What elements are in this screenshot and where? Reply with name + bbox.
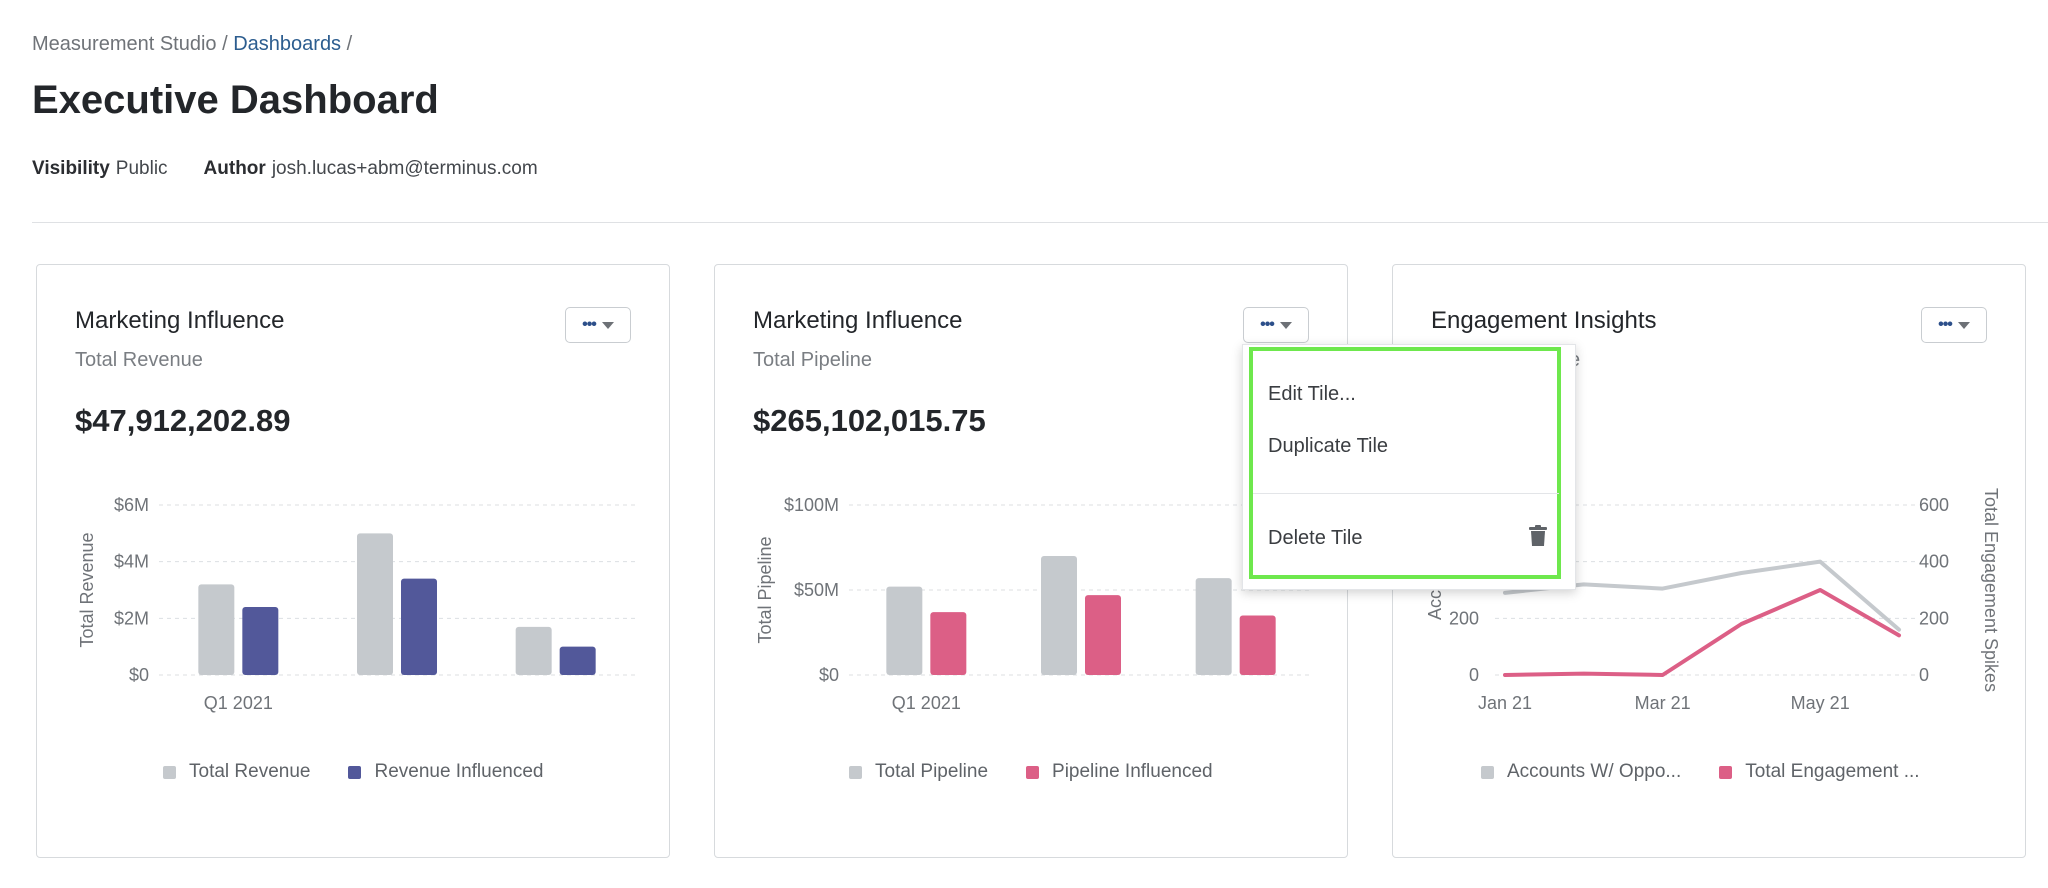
bar — [559, 646, 596, 675]
caret-down-icon — [1279, 321, 1292, 329]
bar — [1041, 556, 1077, 675]
menu-item-edit-tile[interactable]: Edit Tile... — [1268, 383, 1356, 405]
y-tick-label: $4M — [114, 552, 149, 572]
y2-tick-label: 400 — [1919, 552, 1949, 572]
legend-label: Total Engagement ... — [1745, 761, 1920, 782]
series-line — [1503, 588, 1901, 677]
y-tick-label: $0 — [819, 665, 839, 685]
legend-label: Revenue Influenced — [374, 761, 544, 782]
y-tick-label: $2M — [114, 608, 149, 628]
tile-menu-dropdown: Edit Tile... Duplicate Tile Delete Tile — [1242, 344, 1576, 590]
bar — [515, 626, 552, 675]
legend-label: Pipeline Influenced — [1052, 761, 1213, 782]
y-tick-label: $0 — [129, 665, 149, 685]
bar — [1195, 578, 1232, 675]
bar — [1239, 615, 1276, 675]
y-axis-label: Total Revenue — [77, 532, 97, 647]
bar — [357, 533, 393, 675]
y-tick-label: 200 — [1449, 608, 1479, 628]
menu-item-delete-tile[interactable]: Delete Tile — [1268, 527, 1363, 549]
bar — [198, 584, 235, 675]
x-tick-label: May 21 — [1791, 693, 1850, 713]
legend-item[interactable]: Total Pipeline — [849, 761, 988, 783]
breadcrumb-separator: / — [216, 33, 234, 55]
menu-divider — [1253, 493, 1559, 494]
x-tick-label: Mar 21 — [1635, 693, 1691, 713]
legend-label: Total Revenue — [189, 761, 311, 782]
y2-tick-label: 200 — [1919, 608, 1949, 628]
legend-label: Accounts W/ Oppo... — [1507, 761, 1682, 782]
tile-metric-value: $47,912,202.89 — [75, 403, 291, 438]
author-value: josh.lucas+abm@terminus.com — [271, 158, 538, 179]
trash-icon[interactable] — [1529, 525, 1547, 547]
x-tick-label: Jan 21 — [1478, 693, 1532, 713]
legend-item[interactable]: Pipeline Influenced — [1026, 761, 1213, 783]
legend-swatch — [163, 765, 176, 779]
breadcrumb-separator: / — [341, 33, 353, 55]
legend-swatch — [849, 765, 862, 779]
header-divider — [32, 222, 2048, 223]
breadcrumb-root: Measurement Studio — [32, 33, 217, 55]
bar — [401, 578, 437, 675]
page-title: Executive Dashboard — [32, 78, 439, 122]
legend-item[interactable]: Total Revenue — [163, 761, 310, 783]
tile-metric-value: $265,102,015.75 — [753, 403, 986, 438]
visibility-value: Public — [115, 158, 168, 179]
author-label: Author — [203, 158, 266, 179]
y2-axis-label: Total Engagement Spikes — [1981, 488, 2001, 692]
tile-menu-button[interactable]: ••• — [1921, 307, 1987, 343]
chart-legend: Total Revenue Revenue Influenced — [163, 761, 543, 783]
chart-legend: Accounts W/ Oppo... Total Engagement ... — [1481, 761, 1920, 783]
y2-tick-label: 600 — [1919, 495, 1949, 515]
x-tick-label: Q1 2021 — [892, 693, 961, 713]
legend-label: Total Pipeline — [875, 761, 989, 782]
chart-legend: Total Pipeline Pipeline Influenced — [849, 761, 1213, 783]
visibility-label: Visibility — [32, 158, 110, 179]
y-tick-label: $50M — [794, 580, 839, 600]
y-tick-label: 0 — [1469, 665, 1479, 685]
highlight-frame — [1249, 347, 1561, 579]
y2-tick-label: 0 — [1919, 665, 1929, 685]
menu-item-duplicate-tile[interactable]: Duplicate Tile — [1268, 435, 1389, 457]
y-tick-label: $6M — [114, 495, 149, 515]
tile-subtitle: Total Pipeline — [753, 349, 872, 371]
bar — [1085, 595, 1121, 675]
breadcrumb: Measurement Studio / Dashboards / — [32, 33, 352, 56]
legend-item[interactable]: Revenue Influenced — [348, 761, 543, 783]
tile-title: Marketing Influence — [75, 307, 285, 334]
bar — [886, 586, 923, 675]
tile-menu-button[interactable]: ••• — [1243, 307, 1309, 343]
caret-down-icon — [1957, 321, 1970, 329]
caret-down-icon — [601, 321, 614, 329]
x-tick-label: Q1 2021 — [204, 693, 273, 713]
legend-swatch — [1481, 765, 1494, 779]
legend-swatch — [1719, 765, 1733, 779]
revenue-bar-chart: $0 $2M $4M $6M Total Revenue Q1 2021 — [77, 495, 635, 713]
tile-subtitle: Total Revenue — [75, 349, 203, 371]
breadcrumb-dashboards-link[interactable]: Dashboards — [233, 33, 342, 55]
legend-item[interactable]: Total Engagement ... — [1719, 761, 1920, 783]
pipeline-bar-chart: $0 $50M $100M Total Pipeline Q1 2021 — [755, 495, 1313, 713]
y-tick-label: $100M — [784, 495, 839, 515]
ellipsis-icon: ••• — [582, 316, 597, 333]
bar — [930, 612, 967, 675]
y-axis-label: Total Pipeline — [755, 536, 775, 643]
ellipsis-icon: ••• — [1938, 316, 1953, 333]
tile-title: Marketing Influence — [753, 307, 963, 334]
bar — [242, 607, 279, 675]
legend-swatch — [1026, 765, 1040, 779]
tile-title: Engagement Insights — [1431, 307, 1657, 334]
tile-menu-button[interactable]: ••• — [565, 307, 631, 343]
legend-swatch — [348, 765, 362, 779]
legend-item[interactable]: Accounts W/ Oppo... — [1481, 761, 1681, 783]
ellipsis-icon: ••• — [1260, 316, 1275, 333]
tile-marketing-influence-revenue: Marketing Influence Total Revenue $47,91… — [36, 264, 670, 858]
dashboard-meta: Visibility Public Author josh.lucas+abm@ter… — [32, 158, 538, 180]
